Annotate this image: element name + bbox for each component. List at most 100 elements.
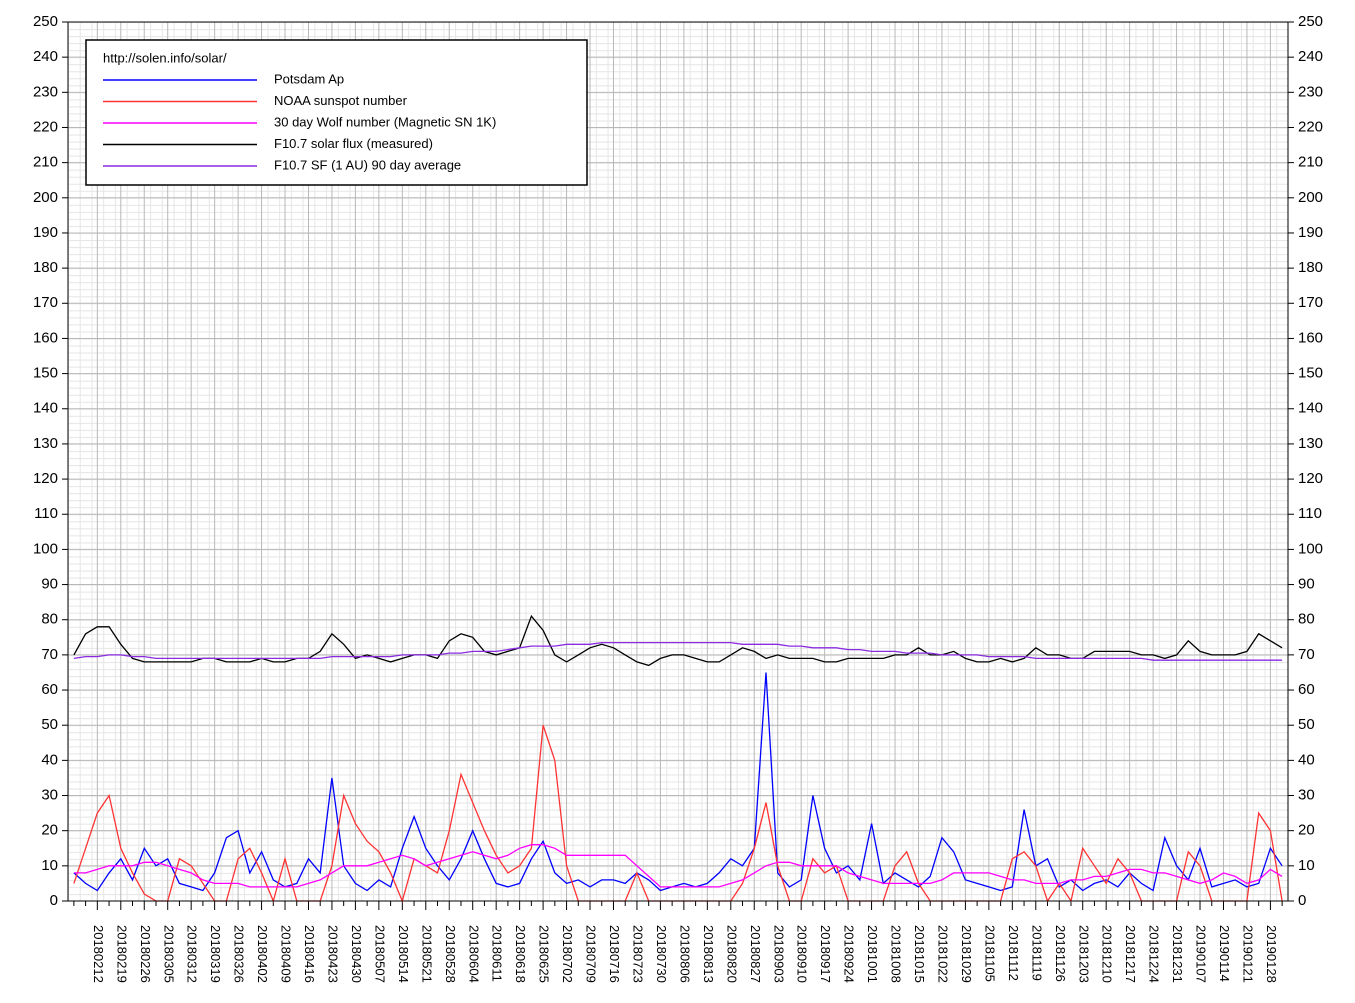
y-tick-label: 20 <box>41 822 58 839</box>
y-tick-label: 150 <box>33 365 58 382</box>
y2-tick-label: 170 <box>1298 294 1323 311</box>
legend: http://solen.info/solar/ Potsdam Ap NOAA … <box>85 39 588 186</box>
y2-tick-label: 40 <box>1298 751 1315 768</box>
series-line <box>73 672 1283 892</box>
x-tick-label: 20180625 <box>537 925 552 983</box>
x-tick-label: 20180910 <box>795 925 810 983</box>
x-tick-label: 20180507 <box>372 925 387 983</box>
legend-label: F10.7 solar flux (measured) <box>274 136 433 151</box>
y2-tick-label: 120 <box>1298 470 1323 487</box>
x-tick-label: 20180827 <box>748 925 763 983</box>
x-tick-label: 20181126 <box>1053 925 1068 982</box>
y2-tick-label: 70 <box>1298 646 1315 663</box>
y-tick-label: 180 <box>33 259 58 276</box>
y-tick-label: 240 <box>33 48 58 65</box>
x-tick-label: 20180604 <box>466 925 481 983</box>
plot-frame <box>67 21 1289 902</box>
y2-tick-label: 90 <box>1298 576 1315 593</box>
x-tick-label: 20180924 <box>842 925 857 983</box>
legend-label: Potsdam Ap <box>274 71 344 86</box>
y-tick-label: 230 <box>33 83 58 100</box>
x-tick-label: 20180730 <box>654 925 669 983</box>
y2-tick-label: 250 <box>1298 13 1323 30</box>
y-tick-label: 0 <box>50 892 58 909</box>
x-tick-label: 20181203 <box>1076 925 1091 983</box>
x-tick-label: 20180423 <box>326 925 341 983</box>
x-tick-label: 20181022 <box>936 925 951 983</box>
y2-tick-label: 230 <box>1298 83 1323 100</box>
y2-tick-label: 110 <box>1298 505 1322 522</box>
legend-box <box>85 39 588 186</box>
y-tick-label: 190 <box>33 224 58 241</box>
y-tick-label: 120 <box>33 470 58 487</box>
y-tick-label: 100 <box>33 540 58 557</box>
series-line <box>73 844 1283 888</box>
x-tick-label: 20180219 <box>114 925 129 983</box>
y-tick-label: 210 <box>33 154 58 171</box>
x-tick-label: 20180528 <box>443 925 458 983</box>
x-tick-label: 20180319 <box>208 925 223 983</box>
x-tick-label: 20180813 <box>701 925 716 983</box>
x-tick-label: 20180716 <box>607 925 622 983</box>
y-tick-label: 30 <box>41 786 58 803</box>
y2-tick-label: 190 <box>1298 224 1323 241</box>
x-tick-label: 20180416 <box>302 925 317 983</box>
y-tick-label: 170 <box>33 294 58 311</box>
x-tick-label: 20181231 <box>1170 925 1185 983</box>
y-tick-label: 60 <box>41 681 58 698</box>
y-tick-label: 90 <box>41 576 58 593</box>
y2-tick-label: 180 <box>1298 259 1323 276</box>
x-tick-label: 20180709 <box>584 925 599 983</box>
x-tick-label: 20181029 <box>959 925 974 983</box>
x-tick-label: 20190114 <box>1217 925 1232 982</box>
x-tick-label: 20180820 <box>724 925 739 983</box>
legend-label: 30 day Wolf number (Magnetic SN 1K) <box>274 114 496 129</box>
x-tick-label: 20181001 <box>865 925 880 983</box>
x-tick-label: 20180326 <box>232 925 247 983</box>
y-tick-label: 50 <box>41 716 58 733</box>
x-tick-label: 20180702 <box>560 925 575 983</box>
series-line <box>73 641 1283 661</box>
legend-title: http://solen.info/solar/ <box>103 50 227 65</box>
y2-tick-label: 220 <box>1298 118 1323 135</box>
x-tick-label: 20180917 <box>818 925 833 983</box>
y2-tick-label: 160 <box>1298 329 1323 346</box>
x-tick-label: 20180514 <box>396 925 411 983</box>
y2-tick-label: 200 <box>1298 189 1323 206</box>
x-tick-label: 20181008 <box>889 925 904 983</box>
y2-tick-label: 100 <box>1298 540 1323 557</box>
y-tick-label: 10 <box>41 857 58 874</box>
y2-tick-label: 150 <box>1298 365 1323 382</box>
x-tick-label: 20180430 <box>349 925 364 983</box>
x-tick-label: 20180806 <box>677 925 692 983</box>
legend-label: NOAA sunspot number <box>274 93 408 108</box>
y2-tick-label: 50 <box>1298 716 1315 733</box>
y2-tick-label: 20 <box>1298 822 1315 839</box>
x-tick-label: 20180402 <box>255 925 270 983</box>
x-tick-label: 20181217 <box>1123 925 1138 983</box>
y-tick-label: 200 <box>33 189 58 206</box>
y2-tick-label: 60 <box>1298 681 1315 698</box>
x-tick-label: 20181105 <box>982 925 997 982</box>
x-tick-label: 20181119 <box>1029 925 1044 981</box>
y2-tick-label: 240 <box>1298 48 1323 65</box>
y2-tick-label: 210 <box>1298 154 1323 171</box>
y-tick-label: 160 <box>33 329 58 346</box>
y2-tick-label: 130 <box>1298 435 1323 452</box>
y-tick-label: 250 <box>33 13 58 30</box>
y2-tick-label: 0 <box>1298 892 1306 909</box>
x-tick-label: 20180226 <box>138 925 153 983</box>
x-tick-label: 20180903 <box>771 925 786 983</box>
x-tick-label: 20180305 <box>161 925 176 983</box>
x-tick-label: 20180212 <box>91 925 106 983</box>
y2-tick-label: 10 <box>1298 857 1315 874</box>
x-tick-label: 20181015 <box>912 925 927 983</box>
y-tick-label: 220 <box>33 118 58 135</box>
y2-tick-label: 30 <box>1298 786 1315 803</box>
y-tick-label: 140 <box>33 400 58 417</box>
y2-tick-label: 80 <box>1298 611 1315 628</box>
x-tick-label: 20190107 <box>1194 925 1209 983</box>
x-tick-label: 20190128 <box>1264 925 1279 983</box>
y2-tick-label: 140 <box>1298 400 1323 417</box>
